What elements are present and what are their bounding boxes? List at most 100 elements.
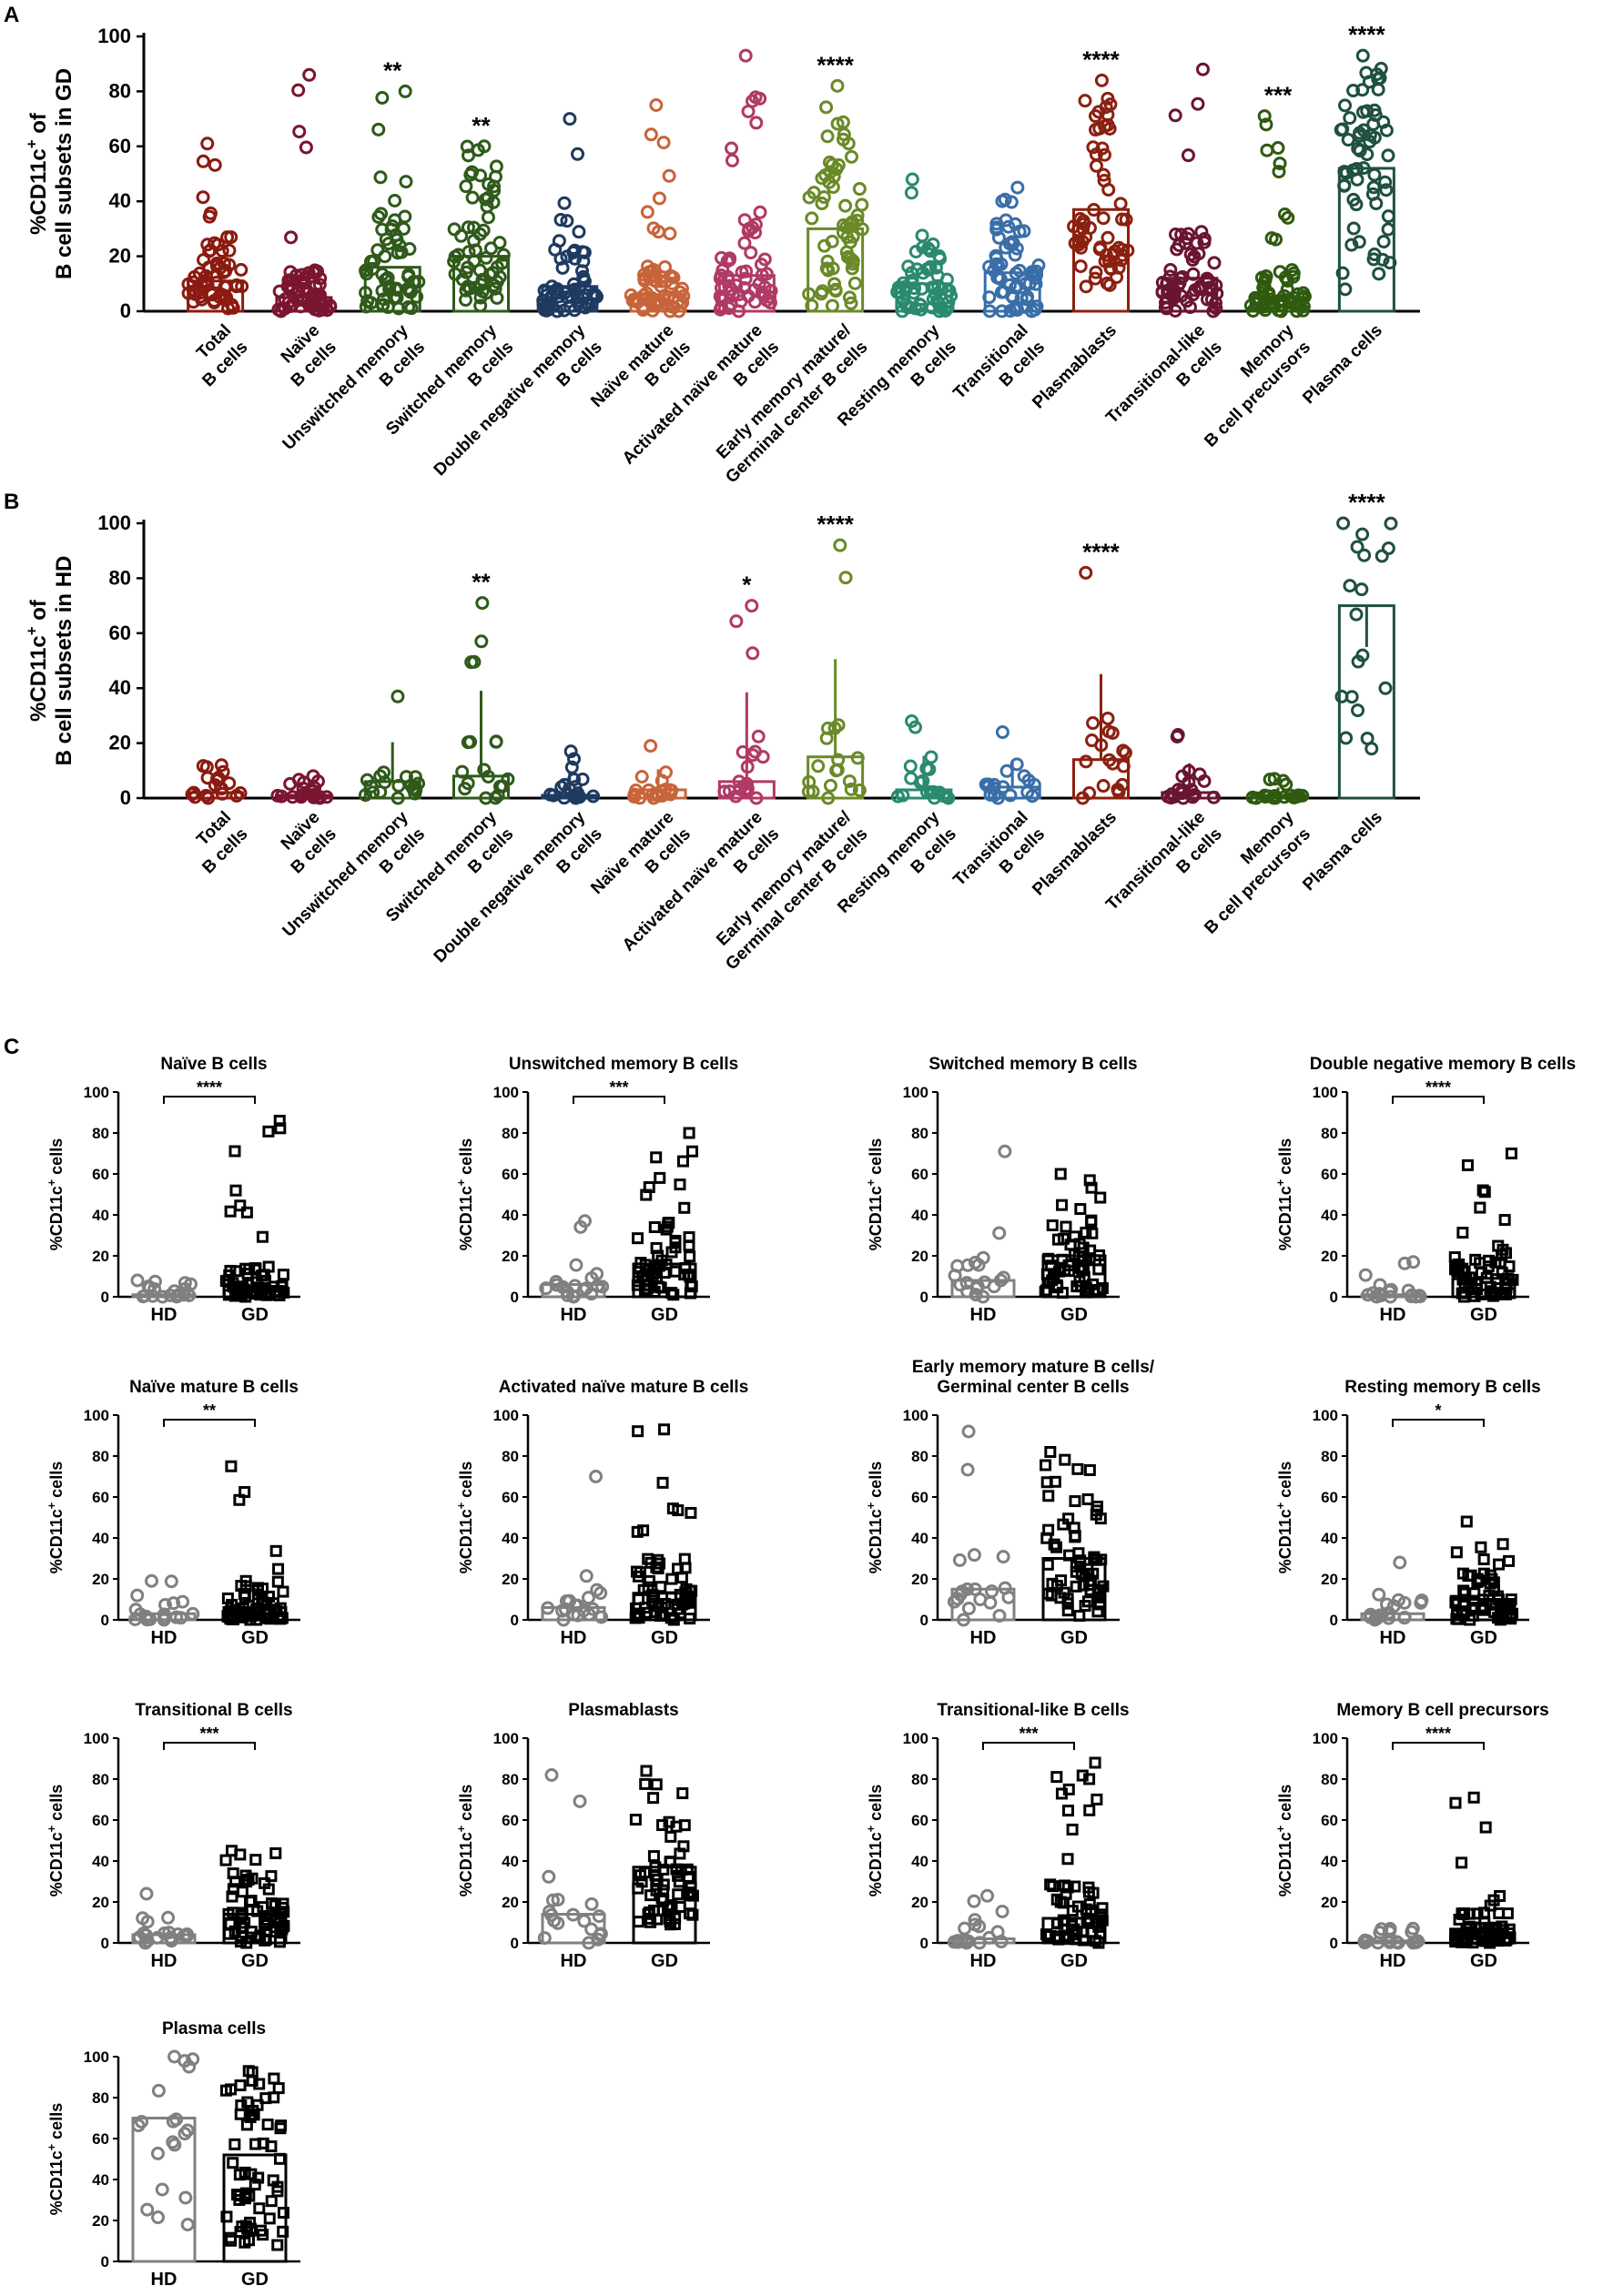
data-point xyxy=(667,1289,680,1301)
data-point xyxy=(576,269,591,284)
data-point xyxy=(1397,1256,1412,1270)
median-bar xyxy=(187,279,245,313)
panel-label: B xyxy=(4,490,19,514)
y-tick-label: 100 xyxy=(84,2048,109,2066)
data-point xyxy=(277,1269,289,1281)
data-point xyxy=(1474,1257,1486,1269)
data-point xyxy=(1083,1773,1096,1785)
data-point xyxy=(1054,1261,1067,1274)
data-point xyxy=(1257,109,1272,124)
data-point xyxy=(1083,1898,1096,1911)
data-point xyxy=(672,1603,685,1615)
data-point xyxy=(1277,207,1292,222)
data-point xyxy=(1102,278,1117,292)
data-point xyxy=(1056,1199,1069,1211)
data-point xyxy=(555,260,570,275)
data-point xyxy=(1024,304,1039,319)
data-point xyxy=(316,302,330,317)
data-point xyxy=(901,259,916,274)
data-point xyxy=(1460,1515,1473,1528)
data-point xyxy=(1050,1541,1063,1553)
data-point xyxy=(644,1264,656,1277)
significance-label: **** xyxy=(1082,46,1120,73)
data-point xyxy=(1061,1593,1074,1605)
y-axis-label: %CD11c+ cells xyxy=(1274,1785,1294,1896)
data-point xyxy=(1176,791,1191,805)
data-point xyxy=(1346,221,1361,236)
data-point xyxy=(669,1241,682,1254)
data-point xyxy=(1080,1286,1093,1299)
data-point xyxy=(749,116,764,130)
x-tick-label: GD xyxy=(241,1628,269,1648)
data-point xyxy=(982,1930,997,1945)
data-point xyxy=(664,1830,677,1843)
data-point xyxy=(271,2180,284,2193)
data-point xyxy=(1093,1598,1106,1611)
data-point xyxy=(1498,1214,1511,1227)
data-point xyxy=(1105,756,1120,771)
data-point xyxy=(242,2065,255,2078)
data-point xyxy=(1475,1288,1487,1300)
significance-bracket xyxy=(163,1419,256,1427)
data-point xyxy=(1468,1603,1481,1615)
data-point xyxy=(1367,130,1382,145)
data-point xyxy=(473,290,488,305)
data-point xyxy=(186,1606,200,1621)
data-point xyxy=(403,285,418,299)
data-point xyxy=(1175,769,1190,784)
subplot-2: Switched memory B cells 0 20 40 60 80 100 %CD11… xyxy=(865,1055,1138,1325)
y-axis-label-line: %CD11c+ cells xyxy=(455,1785,475,1896)
data-point xyxy=(649,98,664,112)
data-point xyxy=(1289,789,1304,804)
data-point xyxy=(1337,177,1352,192)
data-point xyxy=(157,1613,171,1627)
data-point xyxy=(273,1115,286,1127)
data-point xyxy=(571,290,585,305)
data-point xyxy=(823,778,837,793)
data-point xyxy=(1334,123,1348,137)
data-point xyxy=(1113,197,1128,211)
data-point xyxy=(1078,94,1092,108)
data-point xyxy=(1382,1925,1396,1939)
data-point xyxy=(640,205,654,219)
data-point xyxy=(640,1765,653,1777)
data-point xyxy=(1493,1907,1506,1919)
data-point xyxy=(992,1608,1007,1623)
data-point xyxy=(670,1820,683,1833)
panel-label: C xyxy=(4,1035,19,1059)
data-point xyxy=(844,296,858,310)
y-tick-label: 40 xyxy=(109,189,131,212)
data-point xyxy=(274,2152,287,2165)
data-point xyxy=(683,1127,695,1139)
data-point xyxy=(915,228,929,243)
data-point xyxy=(233,786,248,801)
data-point xyxy=(723,253,737,268)
data-point xyxy=(1168,108,1182,123)
data-point xyxy=(841,137,856,151)
y-tick-label: 20 xyxy=(92,2212,109,2230)
data-point xyxy=(1118,745,1132,760)
data-point xyxy=(479,791,493,805)
data-point xyxy=(1111,260,1126,275)
data-point xyxy=(999,764,1014,778)
data-point xyxy=(481,210,495,225)
y-tick-label: 80 xyxy=(92,1771,109,1788)
data-point xyxy=(821,263,836,278)
data-point xyxy=(632,1232,644,1245)
data-point xyxy=(595,1279,610,1294)
data-point xyxy=(654,1171,666,1184)
data-point xyxy=(568,791,583,805)
data-point xyxy=(926,237,940,251)
data-point xyxy=(1050,1893,1063,1906)
data-point xyxy=(805,298,819,313)
data-point xyxy=(994,285,1009,299)
data-point xyxy=(1094,1512,1107,1525)
data-point xyxy=(476,223,491,238)
data-point xyxy=(830,116,845,131)
data-point xyxy=(1406,1936,1421,1950)
data-point xyxy=(290,293,305,308)
data-point xyxy=(247,2104,259,2117)
data-point xyxy=(151,2210,166,2225)
